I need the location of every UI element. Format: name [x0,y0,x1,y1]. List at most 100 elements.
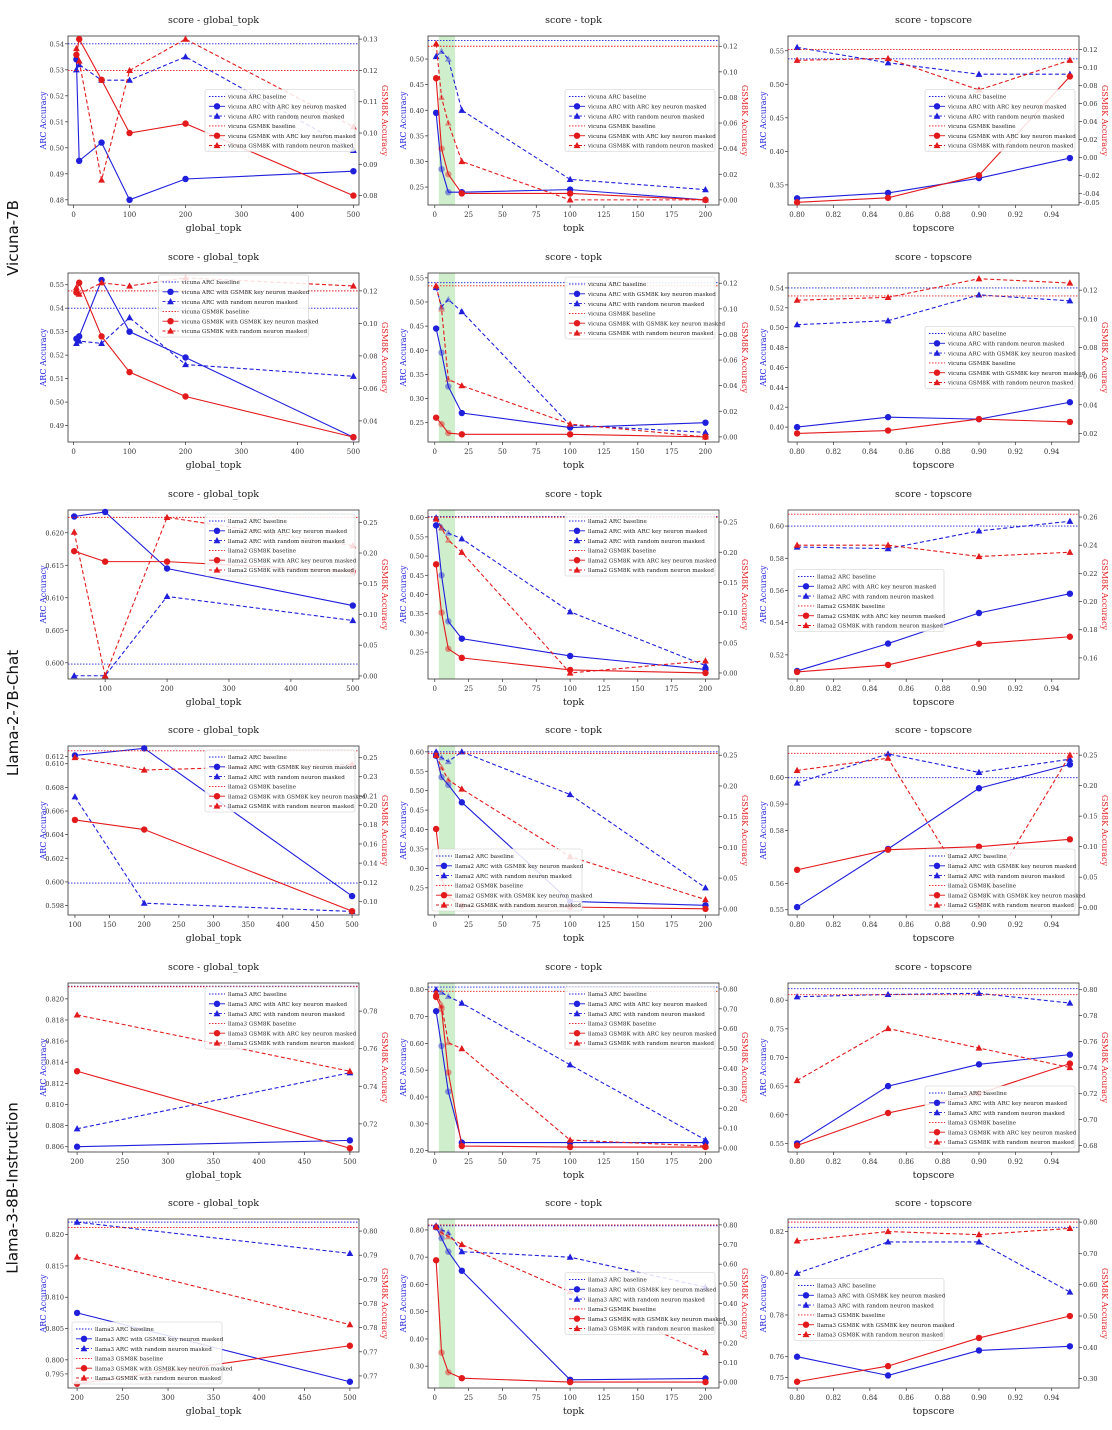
data-point [438,988,445,995]
data-point [1066,154,1074,162]
legend-marker [573,1010,581,1017]
legend-label: llama2 GSM8K with ARC key neuron masked [588,558,717,564]
y-tick-label: 0.82 [770,1228,784,1236]
row-label-llama3: Llama-3-8B-Instruction [4,1101,23,1274]
series-arc-random [793,43,1074,77]
x-tick-label: 25 [464,211,473,219]
y-axis-label: ARC Accuracy [759,801,768,860]
series-gsm8k-random [432,751,709,903]
legend-item: llama2 ARC with GSM8K key neuron masked [929,862,1077,870]
y2-tick-label: 0.02 [723,408,737,416]
data-point [432,414,440,421]
y-tick-label: 0.55 [770,47,784,55]
data-point [458,157,466,165]
data-point [566,431,574,438]
y2-tick-label: 0.12 [363,67,377,75]
x-tick-label: 200 [699,921,712,929]
y2-tick-label: 0.04 [723,382,737,390]
y2-tick-label: 0.50 [723,1280,737,1288]
data-point [566,1136,574,1143]
legend-marker [573,537,581,544]
x-axis-label: global_topk [186,223,242,234]
legend-marker [213,566,221,573]
x-tick-label: 200 [699,448,712,456]
y2-tick-label: 0.16 [363,840,377,848]
y-axis-label: ARC Accuracy [399,1038,408,1097]
x-axis-label: topk [563,1406,585,1417]
series-line [435,287,706,433]
y-tick-label: 0.610 [45,594,64,602]
y-tick-label: 0.820 [45,995,64,1003]
x-tick-label: 350 [241,921,254,929]
x-axis-label: global_topk [186,1170,242,1181]
x-tick-label: 150 [631,1394,644,1402]
y2-tick-label: 0.05 [723,875,737,883]
legend-marker [802,621,810,629]
y-tick-label: 0.75 [770,1374,784,1382]
data-point [1066,297,1074,304]
legend-label: llama2 GSM8K with GSM8K key neuron maske… [948,893,1086,899]
series-line [435,50,706,191]
legend-marker [933,340,941,347]
legend-marker [440,862,448,869]
data-point [702,1136,709,1143]
chart-panel-6: score - global_topk 100 200 300 400 500 0.600 0… [39,489,389,708]
series-line [435,1011,706,1144]
legend-item: llama3 GSM8K with ARC key neuron masked [569,1030,717,1037]
x-tick-label: 0.86 [898,211,914,219]
y-tick-label: 0.814 [45,1059,64,1067]
legend-box [564,986,716,1050]
legend-item: llama3 ARC with random neuron masked [76,1345,212,1353]
legend-marker [213,1010,221,1017]
y-tick-label: 0.606 [45,808,64,816]
chart-panel-15: score - topk 0 25 50 75 100 125 150 175 200 0.30 0.… [399,1198,749,1417]
series-arc-key [793,154,1074,202]
series-gsm8k-random [432,989,709,1149]
chart-panel-12: score - global_topk 200 250 300 350 400 450 500… [39,962,389,1181]
data-point [432,40,440,47]
data-point [98,176,105,183]
y-tick-label: 0.54 [50,40,64,48]
legend-item: llama2 ARC baseline [209,755,287,761]
x-tick-label: 50 [498,211,507,219]
legend-marker [933,1099,941,1106]
y2-tick-label: 0.10 [723,68,737,76]
x-tick-label: 200 [160,685,173,693]
series-gsm8k-key [793,633,1074,676]
legend-item: llama2 ARC baseline [209,519,287,525]
data-point [1066,548,1074,555]
x-tick-label: 75 [532,685,541,693]
data-point [458,1045,466,1052]
series-arc-random [73,1218,354,1257]
topk-highlight-band [438,510,456,679]
data-point [566,420,574,427]
series-line [435,996,706,1148]
y-tick-label: 0.46 [770,364,784,372]
y-tick-label: 0.44 [770,384,784,392]
data-point [458,799,466,806]
legend-item: vicuna ARC with GSM8K key neuron masked [929,349,1076,357]
data-point [438,609,445,616]
legend-label: llama3 ARC baseline [95,1327,154,1333]
x-tick-label: 0.82 [826,685,842,693]
y-axis-label: ARC Accuracy [399,91,408,150]
x-tick-label: 150 [631,1158,644,1166]
x-tick-label: 175 [665,1158,678,1166]
y-axis-label: ARC Accuracy [39,1274,48,1333]
legend-item: vicuna GSM8K with random neuron masked [929,141,1074,150]
series-arc-random [793,750,1074,786]
series-line [74,819,353,912]
y2-tick-label: 0.25 [363,754,377,762]
series-line [797,157,1071,199]
data-point [458,654,466,662]
x-axis-label: topscore [913,460,955,471]
chart-panel-7: score - topk 0 25 50 75 100 125 150 175 200 0.25 0.… [399,489,749,708]
y-tick-label: 0.60 [770,1111,784,1119]
data-point [884,1372,892,1379]
chart-title: score - topscore [895,489,972,500]
y-tick-label: 0.40 [410,1335,424,1343]
x-tick-label: 50 [498,448,507,456]
legend: vicuna ARC baseline vicuna ARC with rando… [924,326,1085,389]
data-point [702,428,709,435]
y-axis-label: ARC Accuracy [759,1038,768,1097]
